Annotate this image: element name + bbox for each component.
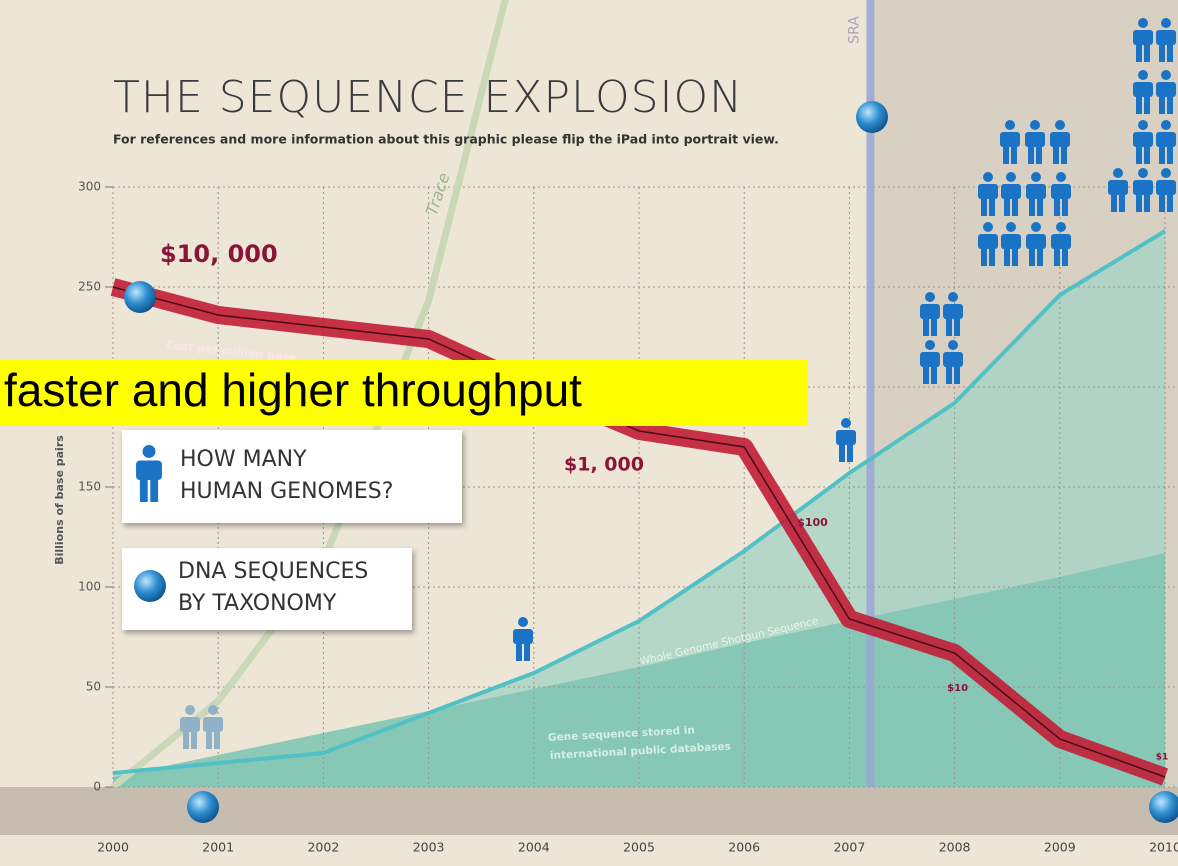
y-tick-label: 50	[86, 680, 101, 694]
x-tick-label: 2009	[1044, 840, 1076, 855]
chart-title: THE SEQUENCE EXPLOSION	[113, 72, 743, 123]
x-tick-label: 2000	[97, 840, 129, 855]
key-text: DNA SEQUENCES	[178, 559, 368, 584]
value-label: $100	[797, 516, 828, 529]
x-tick-label: 2001	[202, 840, 234, 855]
x-tick-label: 2005	[623, 840, 655, 855]
value-label: $1, 000	[564, 454, 644, 476]
y-tick-label: 150	[78, 480, 101, 494]
y-axis-label: Billions of base pairs	[53, 435, 66, 565]
sra-label: SRA	[846, 16, 862, 44]
x-tick-label: 2007	[833, 840, 865, 855]
sphere-icon	[134, 570, 166, 602]
key-text: BY TAXONOMY	[178, 591, 337, 616]
caption: faster and higher throughput	[4, 364, 582, 416]
x-tick-label: 2008	[939, 840, 971, 855]
sphere-icon	[856, 101, 888, 133]
sphere-icon	[124, 281, 156, 313]
x-tick-label: 2004	[518, 840, 550, 855]
x-tick-label: 2002	[307, 840, 339, 855]
y-tick-label: 250	[78, 280, 101, 294]
value-label: $10, 000	[160, 240, 278, 268]
sphere-icon	[187, 791, 219, 823]
baseline-strip	[0, 787, 1178, 835]
chart-subtitle: For references and more information abou…	[113, 132, 779, 147]
y-tick-label: 100	[78, 580, 101, 594]
y-tick-label: 300	[78, 180, 101, 194]
x-tick-label: 2006	[728, 840, 760, 855]
chart: 0501001502002503002000200120022003200420…	[0, 0, 1178, 866]
value-label: $10	[947, 683, 968, 694]
key-box	[122, 430, 462, 523]
x-tick-label: 2010	[1149, 840, 1178, 855]
x-tick-label: 2003	[413, 840, 445, 855]
y-tick-label: 0	[93, 780, 101, 794]
key-text: HUMAN GENOMES?	[180, 479, 393, 504]
page: 0501001502002503002000200120022003200420…	[0, 0, 1178, 866]
key-text: HOW MANY	[180, 447, 307, 472]
value-label: $1	[1156, 753, 1169, 763]
